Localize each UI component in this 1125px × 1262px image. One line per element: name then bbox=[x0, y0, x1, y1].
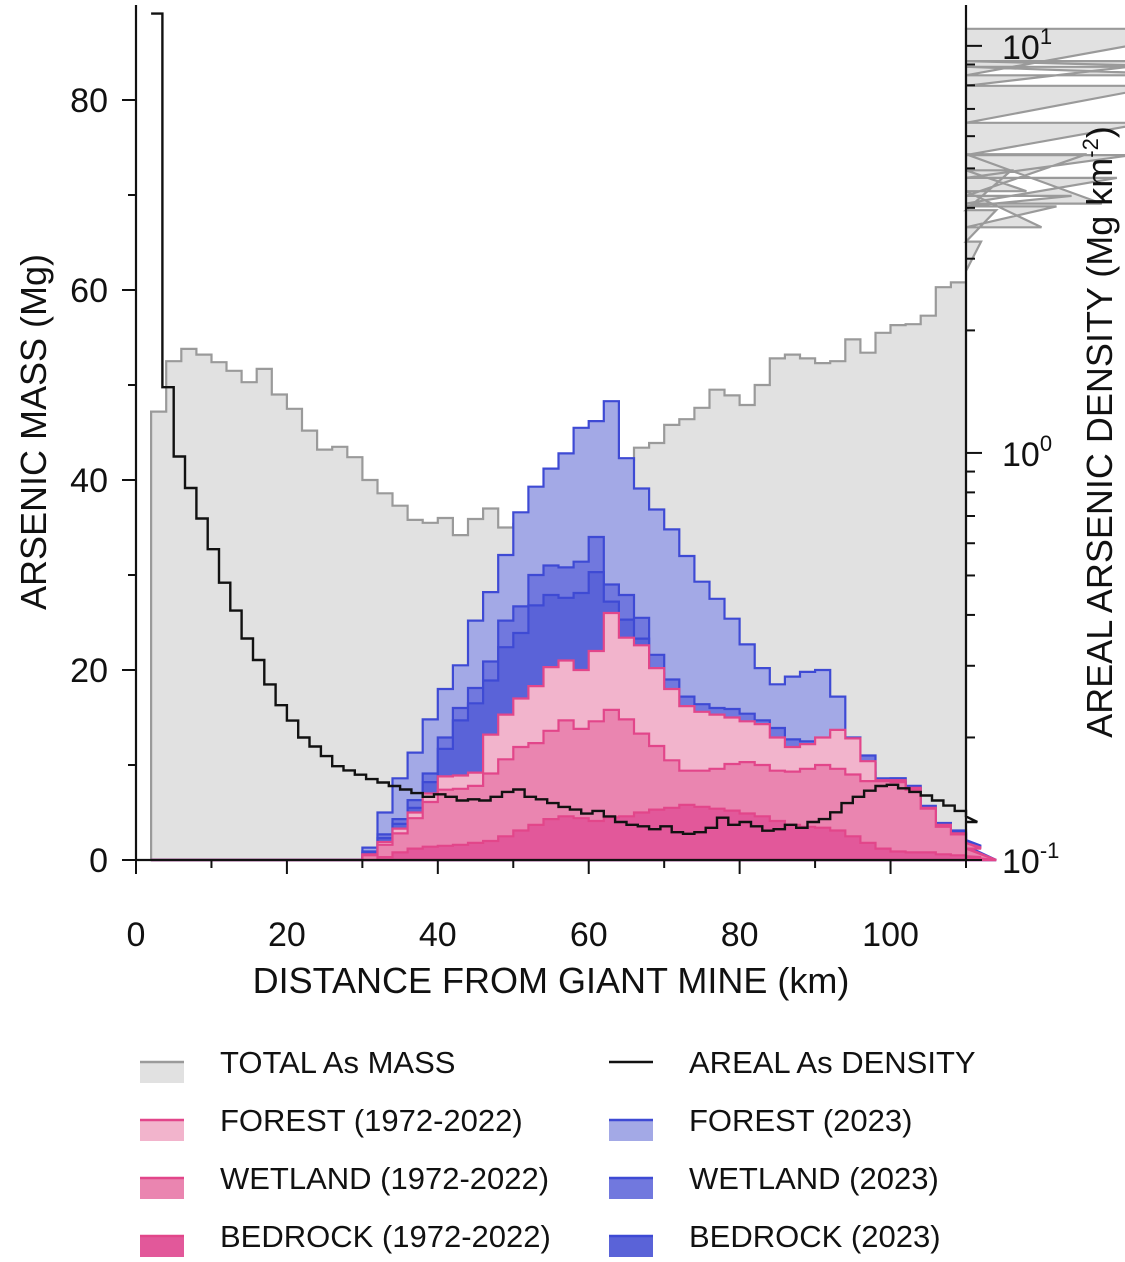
legend-label: BEDROCK (2023) bbox=[689, 1219, 941, 1254]
x-tick-label: 60 bbox=[570, 916, 608, 954]
y-tick-label: 0 bbox=[89, 842, 108, 880]
legend-item-areal-as-density: AREAL As DENSITY bbox=[609, 1045, 976, 1080]
series-layer bbox=[150, 27, 1125, 862]
legend-swatch bbox=[140, 1061, 184, 1083]
legend-item-bedrock-1972-2022: BEDROCK (1972-2022) bbox=[140, 1219, 551, 1257]
legend-label: FOREST (1972-2022) bbox=[220, 1103, 523, 1138]
x-tick-label: 20 bbox=[268, 916, 306, 954]
ticks-layer: 0 20 40 60 80 100 0 20 40 60 80 10-1 100 101 bbox=[70, 24, 1059, 954]
y2-tick-label: 10-1 bbox=[1002, 838, 1059, 881]
y-axis-title: ARSENIC MASS (Mg) bbox=[13, 254, 54, 610]
x-tick-label: 0 bbox=[127, 916, 146, 954]
legend-label: FOREST (2023) bbox=[689, 1103, 912, 1138]
y2-tick-label: 101 bbox=[1002, 24, 1052, 67]
x-tick-label: 80 bbox=[721, 916, 759, 954]
legend-label: TOTAL As MASS bbox=[220, 1045, 455, 1080]
y2-axis-title-base: AREAL ARSENIC DENSITY (Mg km bbox=[1079, 158, 1120, 738]
y-tick-label: 40 bbox=[70, 462, 108, 500]
legend-swatch bbox=[609, 1119, 653, 1141]
y2-tick-label: 100 bbox=[1002, 431, 1052, 474]
legend-swatch bbox=[609, 1235, 653, 1257]
x-tick-label: 100 bbox=[862, 916, 919, 954]
x-tick-label: 40 bbox=[419, 916, 457, 954]
legend-item-wetland-1972-2022: WETLAND (1972-2022) bbox=[140, 1161, 549, 1199]
legend: TOTAL As MASS AREAL As DENSITY FOREST (197… bbox=[140, 1045, 976, 1257]
legend-item-total-as-mass: TOTAL As MASS bbox=[140, 1045, 455, 1083]
y2-axis-title-sup: -2 bbox=[1078, 138, 1103, 158]
legend-swatch bbox=[140, 1235, 184, 1257]
legend-item-bedrock-2023: BEDROCK (2023) bbox=[609, 1219, 941, 1257]
legend-swatch bbox=[609, 1177, 653, 1199]
legend-item-forest-2023: FOREST (2023) bbox=[609, 1103, 912, 1141]
legend-label: BEDROCK (1972-2022) bbox=[220, 1219, 551, 1254]
y-tick-label: 20 bbox=[70, 652, 108, 690]
y-tick-label: 60 bbox=[70, 272, 108, 310]
legend-item-wetland-2023: WETLAND (2023) bbox=[609, 1161, 939, 1199]
legend-label: WETLAND (1972-2022) bbox=[220, 1161, 549, 1196]
x-axis-title: DISTANCE FROM GIANT MINE (km) bbox=[253, 960, 850, 1001]
legend-label: WETLAND (2023) bbox=[689, 1161, 939, 1196]
y2-axis-title-end: ) bbox=[1079, 126, 1120, 138]
areal-density-line bbox=[151, 12, 978, 835]
legend-item-forest-1972-2022: FOREST (1972-2022) bbox=[140, 1103, 523, 1141]
y2-axis-title: AREAL ARSENIC DENSITY (Mg km-2) bbox=[1078, 126, 1120, 738]
legend-swatch bbox=[140, 1177, 184, 1199]
bedrock-1972-2022-area bbox=[151, 803, 997, 862]
legend-label: AREAL As DENSITY bbox=[689, 1045, 976, 1080]
legend-swatch bbox=[140, 1119, 184, 1141]
axes-layer bbox=[134, 5, 968, 862]
y-tick-label: 80 bbox=[70, 82, 108, 120]
density-layer bbox=[151, 12, 978, 835]
